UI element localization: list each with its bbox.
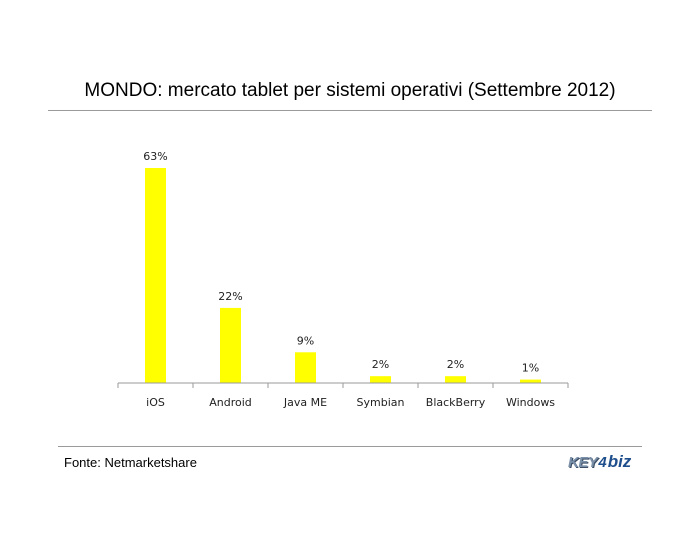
- category-label-android: Android: [209, 396, 252, 409]
- logo-key-text: KEY: [568, 454, 598, 471]
- category-label-java-me: Java ME: [283, 396, 327, 409]
- logo-four-text: 4: [598, 454, 607, 471]
- key4biz-logo: KEY4biz: [568, 452, 631, 474]
- top-divider: [48, 110, 652, 111]
- category-label-windows: Windows: [506, 396, 555, 409]
- value-label-ios: 63%: [143, 150, 167, 163]
- bar-java-me: [295, 352, 316, 383]
- bottom-divider: [58, 446, 642, 447]
- value-label-windows: 1%: [522, 362, 539, 375]
- bar-windows: [520, 379, 541, 383]
- value-label-android: 22%: [218, 290, 242, 303]
- value-labels-group: 63% 22% 9% 2% 2% 1%: [143, 150, 539, 375]
- category-labels-group: iOS Android Java ME Symbian BlackBerry Window…: [146, 396, 555, 409]
- source-note: Fonte: Netmarketshare: [64, 455, 197, 470]
- category-label-symbian: Symbian: [357, 396, 405, 409]
- chart-title: MONDO: mercato tablet per sistemi operat…: [84, 80, 616, 101]
- bar-android: [220, 307, 241, 383]
- bars-group: [145, 168, 541, 383]
- bar-symbian: [370, 376, 391, 383]
- x-axis: [117, 382, 569, 388]
- bar-chart: 63% 22% 9% 2% 2% 1% iOS Android Java ME Symbian B…: [117, 150, 569, 409]
- category-label-ios: iOS: [146, 396, 165, 409]
- value-label-java-me: 9%: [297, 334, 314, 347]
- value-label-symbian: 2%: [372, 358, 389, 371]
- value-label-blackberry: 2%: [447, 358, 464, 371]
- logo-biz-text: biz: [607, 452, 632, 471]
- bar-blackberry: [445, 376, 466, 383]
- category-label-blackberry: BlackBerry: [426, 396, 486, 409]
- bar-ios: [145, 168, 166, 383]
